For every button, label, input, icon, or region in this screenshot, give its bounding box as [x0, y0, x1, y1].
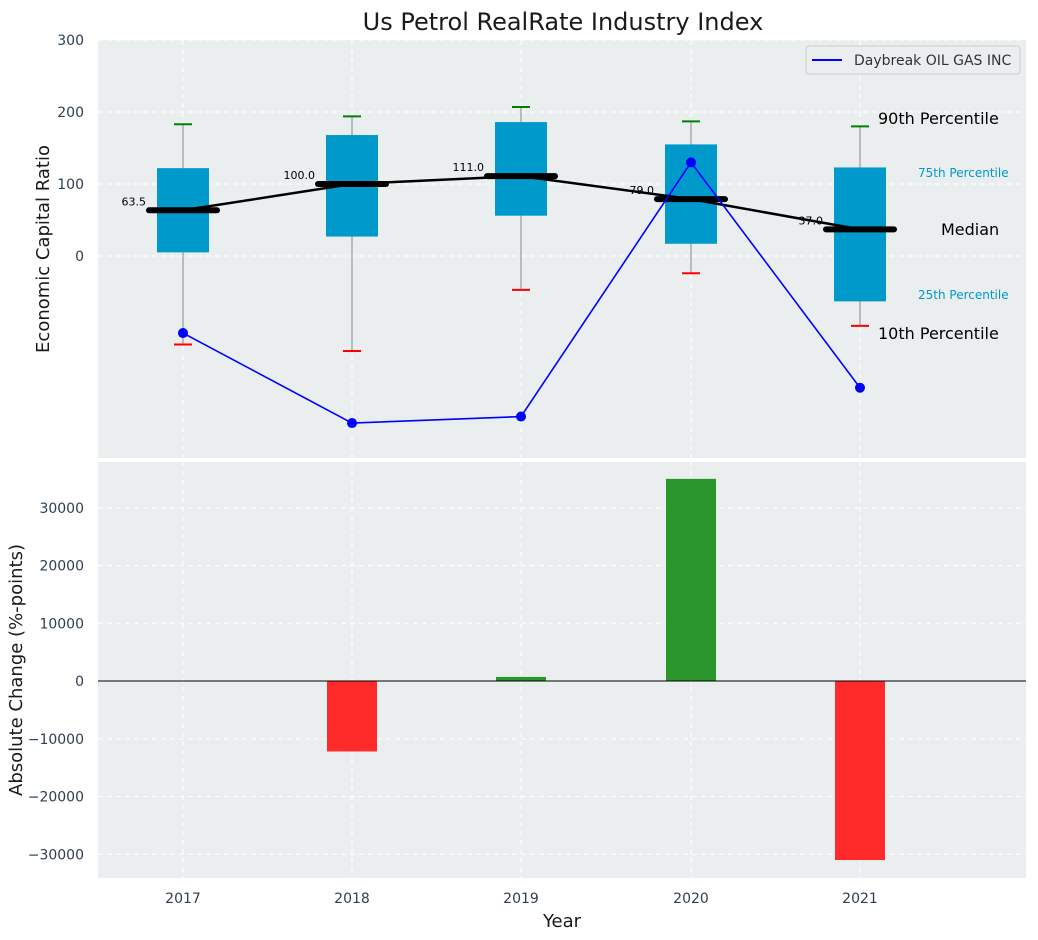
series-point: [686, 157, 696, 168]
annotation-median: Median: [941, 220, 999, 239]
bar-2019: [496, 676, 546, 681]
box-2021: [834, 167, 886, 302]
series-point: [516, 411, 526, 422]
annotation-p90: 90th Percentile: [878, 109, 999, 128]
legend-box: [805, 45, 1021, 75]
top-y-axis-label: Economic Capital Ratio: [33, 145, 54, 353]
top-y-tick-label: 100: [57, 177, 84, 193]
bottom-y-tick-label: −30000: [28, 847, 84, 863]
median-trend-line: [182, 174, 861, 231]
chart-title: Us Petrol RealRate Industry Index: [363, 8, 764, 36]
bottom-y-tick-label: 10000: [39, 616, 84, 632]
x-axis-label: Year: [542, 911, 582, 932]
bottom-y-tick-label: 0: [75, 674, 84, 690]
top-y-tick-label: 0: [75, 249, 84, 265]
x-tick-label: 2020: [673, 891, 709, 907]
series-point: [178, 328, 188, 339]
bottom-y-tick-label: 30000: [39, 501, 84, 517]
median-value-label: 100.0: [284, 169, 316, 182]
annotation-p75: 75th Percentile: [918, 166, 1009, 180]
company-series-group: [178, 157, 865, 429]
median-value-label: 111.0: [453, 161, 485, 174]
top-y-tick-label: 200: [57, 105, 84, 121]
top-y-tick-label: 300: [57, 33, 84, 49]
series-point: [855, 382, 865, 393]
top-plot-area: [98, 40, 1026, 458]
series-point: [347, 418, 357, 429]
x-tick-label: 2018: [334, 891, 370, 907]
tick-label-group: 300 200 100 0 30000 20000 10000 0 −10000 −20000 −3…: [28, 33, 878, 907]
box-2019: [495, 122, 547, 216]
bar-2018: [327, 681, 377, 752]
bottom-y-tick-label: −10000: [28, 732, 84, 748]
median-trend-group: [182, 174, 861, 231]
x-tick-label: 2021: [842, 891, 878, 907]
median-value-label: 63.5: [122, 195, 147, 208]
bar-group: [98, 478, 1026, 861]
x-tick-label: 2019: [503, 891, 539, 907]
bottom-y-axis-label: Absolute Change (%-points): [6, 544, 27, 796]
bar-2020: [666, 478, 716, 681]
annotation-p10: 10th Percentile: [878, 324, 999, 343]
bar-2021: [835, 681, 885, 861]
annotation-p25: 25th Percentile: [918, 288, 1009, 302]
bottom-y-tick-label: −20000: [28, 790, 84, 806]
legend-entry: Daybreak OIL GAS INC: [854, 53, 1011, 69]
percentile-annotations: 90th Percentile 75th Percentile Median 25th…: [878, 109, 1009, 343]
legend: Daybreak OIL GAS INC: [805, 45, 1021, 75]
bottom-plot-area: [98, 462, 1026, 878]
bottom-y-tick-label: 20000: [39, 559, 84, 575]
x-tick-label: 2017: [165, 891, 201, 907]
